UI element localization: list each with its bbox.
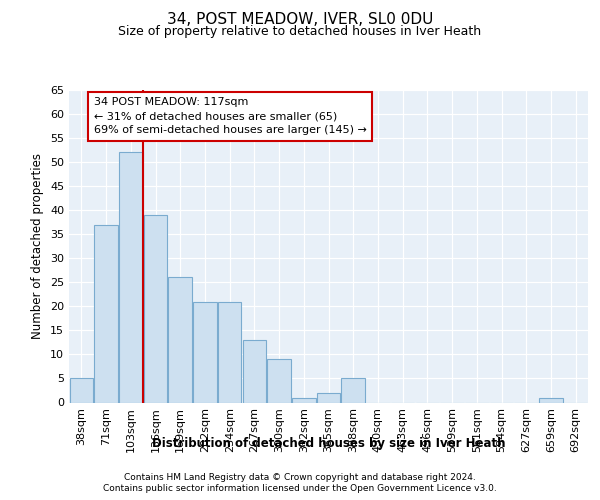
Text: 34, POST MEADOW, IVER, SL0 0DU: 34, POST MEADOW, IVER, SL0 0DU [167,12,433,28]
Bar [193,302,217,402]
Bar [144,215,167,402]
Bar [341,378,365,402]
Y-axis label: Number of detached properties: Number of detached properties [31,153,44,339]
Bar [539,398,563,402]
Bar [317,393,340,402]
Text: 34 POST MEADOW: 117sqm
← 31% of detached houses are smaller (65)
69% of semi-det: 34 POST MEADOW: 117sqm ← 31% of detached… [94,97,367,135]
Bar [169,278,192,402]
Bar [94,224,118,402]
Bar [70,378,93,402]
Text: Contains HM Land Registry data © Crown copyright and database right 2024.: Contains HM Land Registry data © Crown c… [124,472,476,482]
Text: Distribution of detached houses by size in Iver Heath: Distribution of detached houses by size … [152,438,506,450]
Bar [242,340,266,402]
Bar [292,398,316,402]
Bar [218,302,241,402]
Bar [268,359,291,403]
Text: Contains public sector information licensed under the Open Government Licence v3: Contains public sector information licen… [103,484,497,493]
Bar [119,152,143,402]
Text: Size of property relative to detached houses in Iver Heath: Size of property relative to detached ho… [118,25,482,38]
